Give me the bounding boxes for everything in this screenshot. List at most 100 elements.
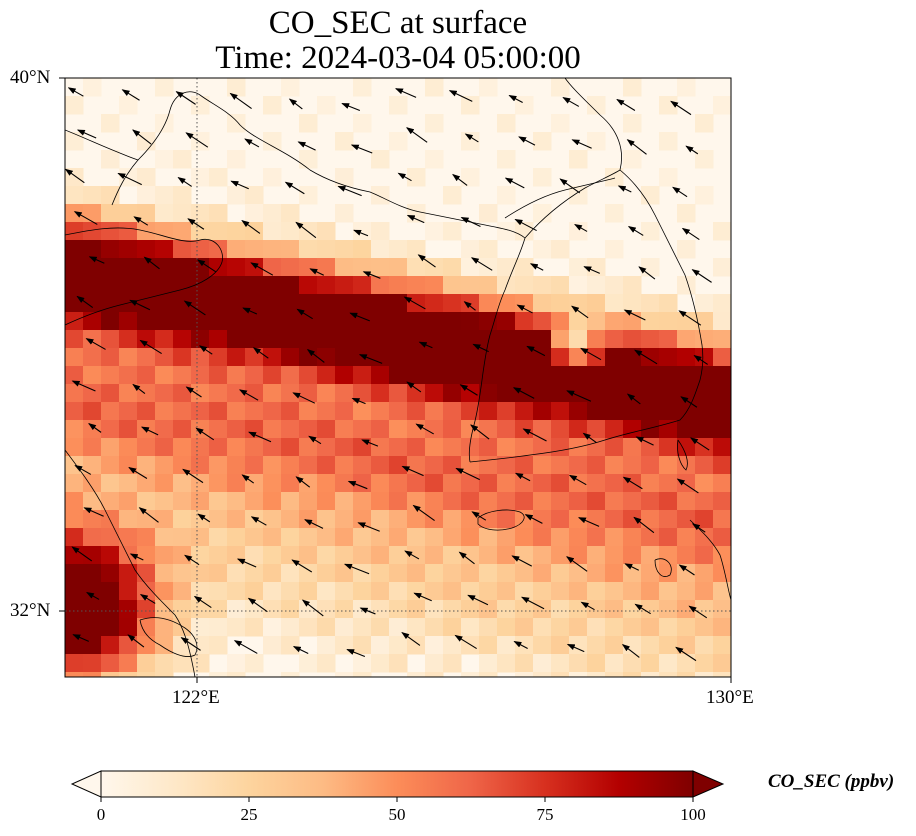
field-cell	[191, 456, 210, 475]
wind-arrow	[121, 89, 140, 101]
field-cell	[641, 546, 660, 565]
wind-arrow	[675, 646, 697, 662]
field-cell	[533, 600, 552, 619]
wind-arrow	[76, 129, 97, 139]
wind-arrow	[524, 514, 543, 524]
field-cell	[155, 240, 174, 259]
field-cell	[173, 240, 192, 259]
field-cell	[425, 546, 444, 565]
field-cell	[263, 618, 282, 637]
field-cell	[83, 78, 102, 97]
field-cell	[317, 420, 336, 439]
field-cell	[263, 528, 282, 547]
wind-arrow	[454, 634, 477, 650]
field-cell	[569, 456, 588, 475]
field-cell	[209, 384, 228, 403]
field-cell	[641, 528, 660, 547]
field-cell	[101, 150, 120, 169]
field-cell	[209, 168, 228, 187]
field-cell	[65, 510, 84, 529]
field-cell	[515, 618, 534, 637]
field-cell	[533, 348, 552, 367]
field-cell	[461, 240, 480, 259]
wind-arrow	[239, 389, 259, 401]
field-cell	[713, 654, 731, 673]
field-cell	[299, 420, 318, 439]
field-cell	[353, 456, 372, 475]
wind-arrow	[681, 227, 700, 240]
field-cell	[119, 438, 138, 457]
wind-arrow	[361, 439, 379, 447]
field-cell	[461, 456, 480, 475]
field-cell	[119, 204, 138, 223]
wind-arrow	[291, 559, 313, 573]
field-cell	[335, 258, 354, 277]
field-cell	[623, 528, 642, 547]
field-cell	[155, 78, 174, 97]
field-cell	[677, 78, 696, 97]
field-cell	[227, 150, 246, 169]
field-cell	[65, 132, 84, 151]
field-cell	[407, 402, 426, 421]
field-cell	[281, 420, 300, 439]
field-cell	[533, 312, 552, 331]
field-cell	[551, 492, 570, 511]
field-cell	[209, 258, 228, 277]
wind-arrow	[470, 424, 490, 440]
field-cell	[137, 510, 156, 529]
field-cell	[101, 546, 120, 565]
field-cell	[587, 330, 606, 349]
field-cell	[605, 654, 624, 673]
field-cell	[155, 510, 174, 529]
field-cell	[317, 312, 336, 331]
field-cell	[119, 492, 138, 511]
field-cell	[335, 456, 354, 475]
field-cell	[137, 654, 156, 673]
field-cell	[263, 240, 282, 259]
field-cell	[281, 294, 300, 313]
wind-arrow	[349, 312, 370, 322]
field-cell	[695, 528, 714, 547]
field-cell	[155, 402, 174, 421]
field-cell	[101, 222, 120, 241]
field-cell	[281, 402, 300, 421]
wind-arrow	[182, 468, 204, 484]
field-cell	[443, 618, 462, 637]
field-cell	[155, 474, 174, 493]
field-cell	[515, 672, 534, 677]
field-cell	[101, 114, 120, 133]
field-cell	[281, 222, 300, 241]
field-cell	[569, 492, 588, 511]
field-cell	[371, 258, 390, 277]
field-cell	[227, 600, 246, 619]
field-cell	[119, 312, 138, 331]
field-cell	[209, 276, 228, 295]
field-cell	[497, 312, 516, 331]
field-cell	[101, 618, 120, 637]
wind-arrow	[455, 467, 480, 481]
field-cell	[317, 240, 336, 259]
field-cell	[533, 582, 552, 601]
wind-arrow	[128, 466, 148, 479]
field-cell	[137, 546, 156, 565]
field-cell	[605, 492, 624, 511]
field-cell	[533, 276, 552, 295]
field-cell	[443, 546, 462, 565]
wind-arrow	[139, 339, 162, 355]
field-cell	[641, 402, 660, 421]
field-cell	[371, 276, 390, 295]
field-cell	[461, 366, 480, 385]
field-cell	[101, 294, 120, 313]
field-cell	[551, 330, 570, 349]
wind-arrow	[693, 355, 708, 365]
field-cell	[659, 294, 678, 313]
field-cell	[533, 294, 552, 313]
coastline-jiangsu	[65, 449, 196, 677]
field-cell	[425, 366, 444, 385]
field-cell	[497, 636, 516, 655]
wind-arrow	[292, 646, 309, 654]
field-cell	[191, 654, 210, 673]
field-cell	[191, 402, 210, 421]
field-cell	[137, 348, 156, 367]
wind-arrow	[183, 300, 206, 316]
